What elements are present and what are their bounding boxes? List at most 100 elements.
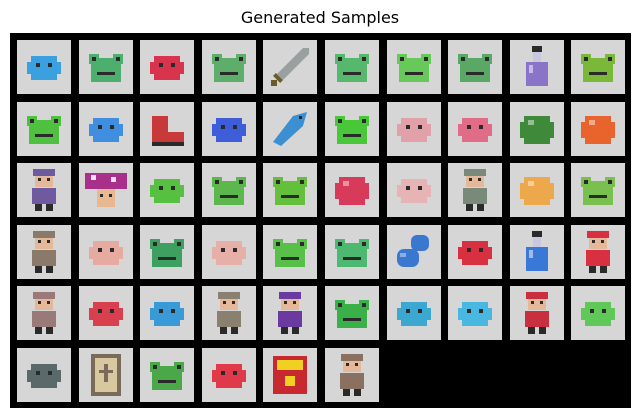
sprite-image	[150, 362, 185, 390]
sprite-image	[150, 238, 185, 267]
sprite-image	[150, 179, 185, 204]
sprite-image	[525, 230, 548, 271]
sprite-image	[335, 54, 369, 82]
sample-tile	[386, 40, 441, 94]
sprite-image	[32, 169, 56, 212]
sprite-image	[88, 240, 123, 265]
sprite-image	[586, 230, 611, 273]
sprite-image	[581, 54, 616, 82]
sprite-image	[525, 46, 548, 86]
sample-tile	[140, 163, 195, 218]
sprite-image	[273, 177, 308, 206]
sample-tile	[325, 286, 379, 341]
sample-tile	[17, 101, 71, 156]
sprite-image	[581, 115, 616, 144]
sample-tile	[386, 101, 441, 156]
sample-tile	[386, 224, 441, 279]
sprite-image	[211, 240, 246, 265]
sprite-image	[581, 302, 616, 327]
sample-tile	[201, 163, 256, 218]
sample-tile	[448, 40, 503, 94]
sample-tile	[325, 224, 379, 279]
sample-tile	[509, 224, 564, 279]
sample-tile	[201, 101, 256, 156]
sprite-image	[335, 115, 369, 144]
sprite-image	[88, 117, 123, 142]
sample-tile	[78, 40, 133, 94]
sample-tile	[325, 163, 379, 218]
sample-tile	[17, 40, 71, 94]
sample-tile	[571, 101, 626, 156]
sample-tile	[78, 286, 133, 341]
sprite-image	[396, 302, 431, 327]
sprite-image	[458, 54, 493, 82]
sample-tile	[263, 286, 318, 341]
sample-tile	[201, 40, 256, 94]
sprite-image	[211, 54, 246, 82]
sample-tile	[325, 348, 379, 402]
sprite-image	[271, 48, 310, 86]
sprite-image	[581, 177, 616, 206]
sample-tile	[78, 224, 133, 279]
sprite-image	[211, 364, 246, 388]
sprite-image	[152, 115, 185, 146]
sample-tile	[263, 101, 318, 156]
sample-tile	[17, 286, 71, 341]
sprite-image	[396, 179, 431, 204]
sprite-image	[458, 302, 493, 327]
sprite-image	[32, 230, 56, 273]
sample-tile	[509, 286, 564, 341]
sample-tile	[509, 40, 564, 94]
sprite-image	[396, 234, 429, 267]
sprite-image	[27, 115, 61, 144]
sprite-image	[88, 54, 123, 82]
sprite-image	[396, 117, 431, 142]
sample-tile	[571, 163, 626, 218]
sample-tile	[509, 101, 564, 156]
sample-tile	[263, 224, 318, 279]
sample-tile	[201, 348, 256, 402]
sprite-image	[150, 56, 185, 80]
sample-tile	[448, 224, 503, 279]
figure-title: Generated Samples	[240, 8, 400, 27]
sample-tile	[78, 348, 133, 402]
sprite-image	[278, 292, 303, 335]
sample-tile	[386, 163, 441, 218]
sample-tile	[263, 348, 318, 402]
sprite-image	[458, 117, 493, 142]
sample-tile	[571, 40, 626, 94]
sample-tile	[201, 286, 256, 341]
sample-tile	[325, 40, 379, 94]
sprite-image	[524, 292, 549, 335]
sample-tile	[509, 163, 564, 218]
sample-tile	[571, 224, 626, 279]
sprite-image	[32, 292, 56, 335]
sample-tile	[571, 286, 626, 341]
sprite-image	[150, 302, 185, 327]
sprite-image	[90, 354, 121, 396]
sample-tile	[140, 348, 195, 402]
sample-tile	[448, 101, 503, 156]
sprite-image	[84, 173, 127, 208]
sample-tile	[17, 348, 71, 402]
sprite-image	[216, 292, 241, 335]
sprite-image	[27, 364, 61, 388]
sample-tile	[448, 286, 503, 341]
sample-grid	[10, 33, 631, 408]
sample-tile	[78, 163, 133, 218]
sample-tile	[201, 224, 256, 279]
sample-tile	[17, 224, 71, 279]
sprite-image	[27, 56, 61, 80]
sample-tile	[140, 286, 195, 341]
sample-tile	[386, 286, 441, 341]
sprite-image	[335, 300, 369, 329]
sprite-image	[211, 177, 246, 206]
sample-tile	[325, 101, 379, 156]
sample-tile	[263, 40, 318, 94]
sprite-image	[335, 238, 369, 267]
sprite-image	[273, 356, 308, 394]
sprite-image	[273, 111, 308, 146]
sample-tile	[78, 101, 133, 156]
sprite-image	[211, 117, 246, 142]
sample-tile	[263, 163, 318, 218]
